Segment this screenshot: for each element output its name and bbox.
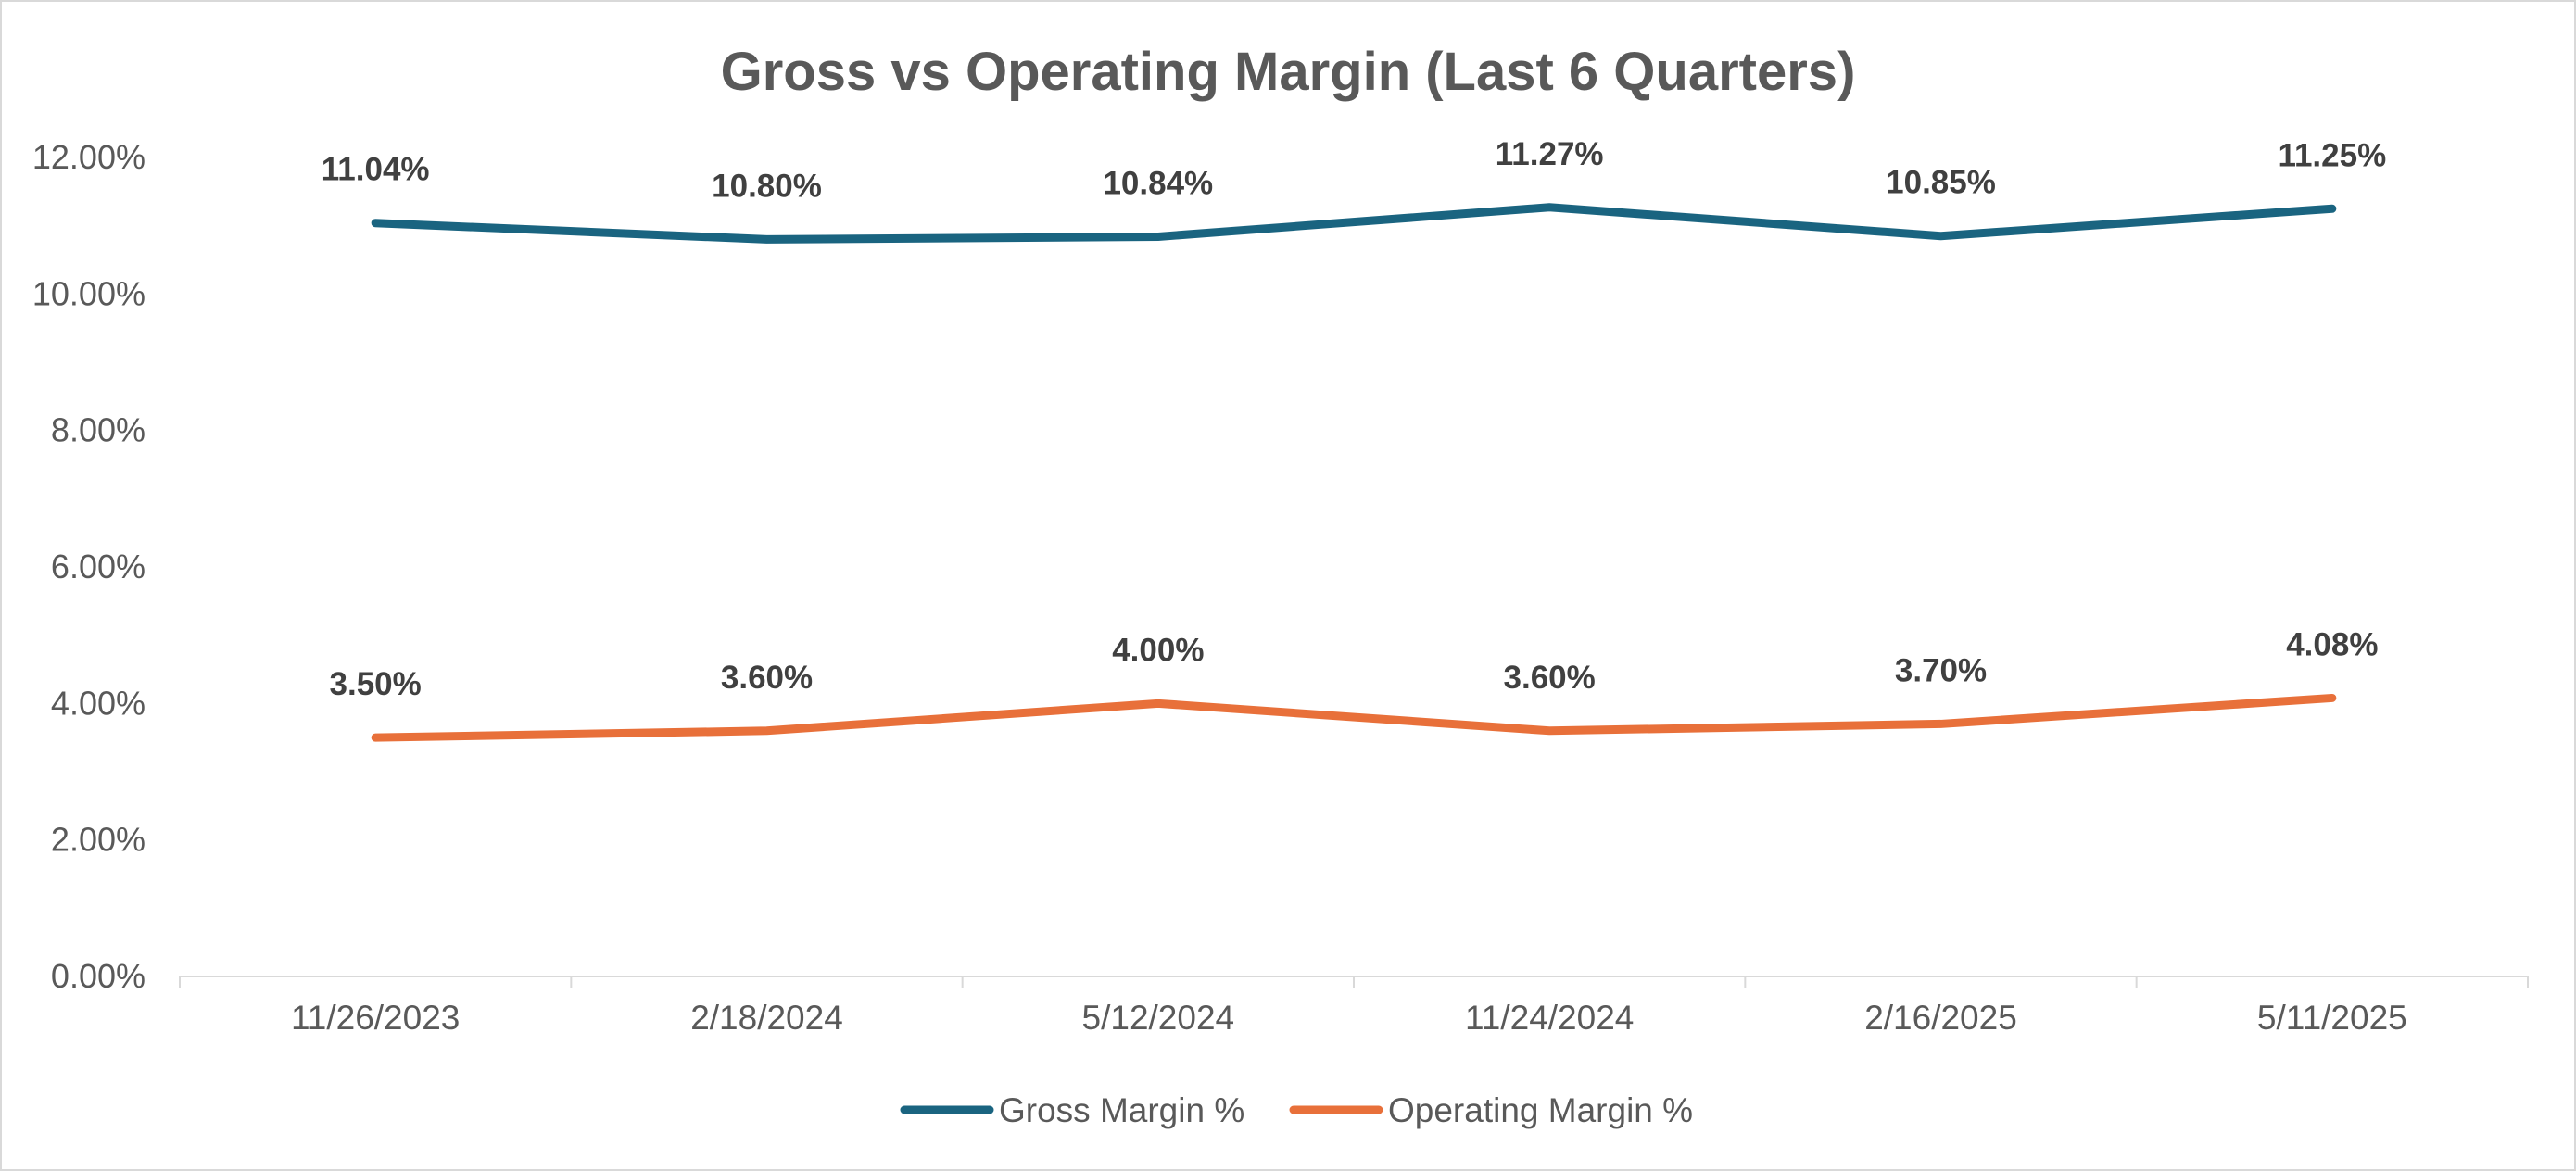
x-tick-label: 11/26/2023 <box>291 999 460 1037</box>
x-tick-label: 2/16/2025 <box>1864 999 2017 1037</box>
data-label: 3.70% <box>1895 652 1987 688</box>
series-line-operating-margin <box>371 693 2337 742</box>
data-point <box>374 737 376 738</box>
x-tick-label: 5/11/2025 <box>2257 999 2407 1037</box>
legend: Gross Margin % Operating Margin % <box>900 1091 1693 1129</box>
data-label: 11.04% <box>322 152 430 188</box>
label-layer: 11.04% 10.80% 10.84% 11.27% 10.85% 11.25% 3.50… <box>322 136 2386 702</box>
data-point <box>1940 235 1941 237</box>
series-line-gross-margin <box>371 203 2337 244</box>
data-label: 11.25% <box>2278 137 2386 173</box>
data-label: 10.84% <box>1103 165 1213 201</box>
data-label: 10.85% <box>1886 165 1996 201</box>
data-point <box>766 730 767 732</box>
y-tick-label: 6.00% <box>51 548 145 586</box>
data-label: 10.80% <box>712 168 822 204</box>
data-point <box>2331 697 2333 699</box>
y-tick-label: 2.00% <box>51 821 145 859</box>
y-tick-label: 8.00% <box>51 411 145 449</box>
y-tick-label: 4.00% <box>51 684 145 722</box>
data-label: 3.60% <box>721 660 813 696</box>
data-point <box>1548 730 1550 732</box>
series-layer <box>371 203 2337 742</box>
data-label: 4.00% <box>1112 632 1204 668</box>
data-point <box>1157 235 1159 237</box>
data-label: 3.50% <box>330 666 422 702</box>
chart-title: Gross vs Operating Margin (Last 6 Quarte… <box>721 42 1856 102</box>
data-point <box>766 238 767 240</box>
data-label: 11.27% <box>1496 136 1604 172</box>
x-tick-label: 2/18/2024 <box>690 999 843 1037</box>
y-tick-label: 12.00% <box>32 138 145 176</box>
x-tick-label: 5/12/2024 <box>1082 999 1235 1037</box>
data-point <box>1548 207 1550 208</box>
legend-label: Gross Margin % <box>999 1091 1244 1129</box>
data-point <box>2331 208 2333 209</box>
y-tick-label: 0.00% <box>51 957 145 995</box>
data-label: 4.08% <box>2286 626 2378 662</box>
axis-layer: 0.00% 2.00% 4.00% 6.00% 8.00% 10.00% 12.00% 11/… <box>32 138 2529 1037</box>
x-tick-label: 11/24/2024 <box>1465 999 1634 1037</box>
data-point <box>1157 702 1159 704</box>
legend-label: Operating Margin % <box>1388 1091 1693 1129</box>
data-label: 3.60% <box>1504 660 1596 696</box>
y-tick-label: 10.00% <box>32 274 145 312</box>
data-point <box>374 222 376 224</box>
